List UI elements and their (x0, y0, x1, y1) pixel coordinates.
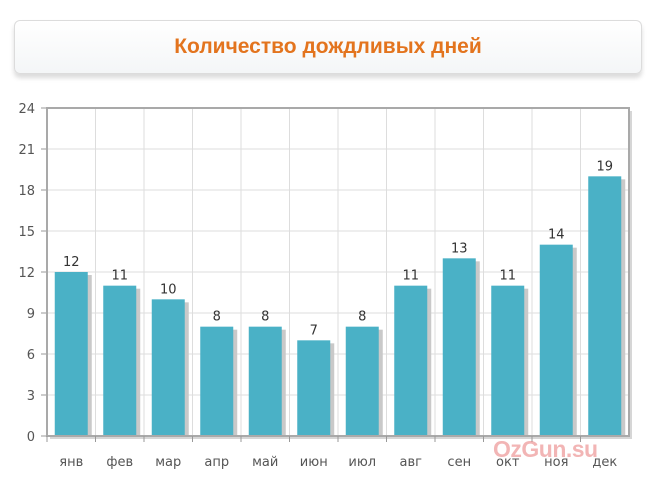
bar (346, 327, 379, 436)
bar (152, 299, 185, 436)
data-label: 19 (596, 159, 613, 174)
data-label: 11 (499, 269, 516, 284)
y-tick-label: 9 (27, 307, 35, 322)
data-label: 12 (63, 255, 80, 270)
data-label: 7 (310, 323, 318, 338)
y-tick-label: 6 (27, 348, 35, 363)
bar (103, 286, 136, 436)
bar (394, 286, 427, 436)
x-tick-label: июн (300, 455, 328, 470)
bar (249, 327, 282, 436)
x-tick-label: янв (59, 455, 83, 470)
data-label: 8 (213, 310, 221, 325)
bar (540, 245, 573, 436)
bar (55, 272, 88, 436)
bar (443, 258, 476, 436)
x-tick-label: мар (155, 455, 181, 470)
bar (200, 327, 233, 436)
y-tick-label: 12 (18, 266, 35, 281)
y-tick-label: 21 (18, 143, 35, 158)
x-tick-label: май (252, 455, 278, 470)
y-tick-label: 18 (18, 184, 35, 199)
y-tick-label: 0 (27, 430, 35, 445)
data-label: 10 (160, 282, 177, 297)
y-tick-label: 15 (18, 225, 35, 240)
bar (588, 176, 621, 436)
data-label: 8 (358, 310, 366, 325)
data-label: 8 (261, 310, 269, 325)
x-tick-label: авг (400, 455, 423, 470)
x-tick-label: июл (348, 455, 376, 470)
data-label: 14 (548, 228, 565, 243)
bar (491, 286, 524, 436)
data-label: 13 (451, 241, 468, 256)
x-tick-label: сен (447, 455, 471, 470)
x-tick-label: апр (204, 455, 229, 470)
y-tick-label: 24 (18, 102, 35, 117)
x-tick-label: фев (106, 455, 133, 470)
data-label: 11 (111, 269, 128, 284)
y-tick-label: 3 (27, 389, 35, 404)
data-label: 11 (402, 269, 419, 284)
bar (297, 340, 330, 436)
watermark-logo: OzGun.su (493, 436, 598, 463)
